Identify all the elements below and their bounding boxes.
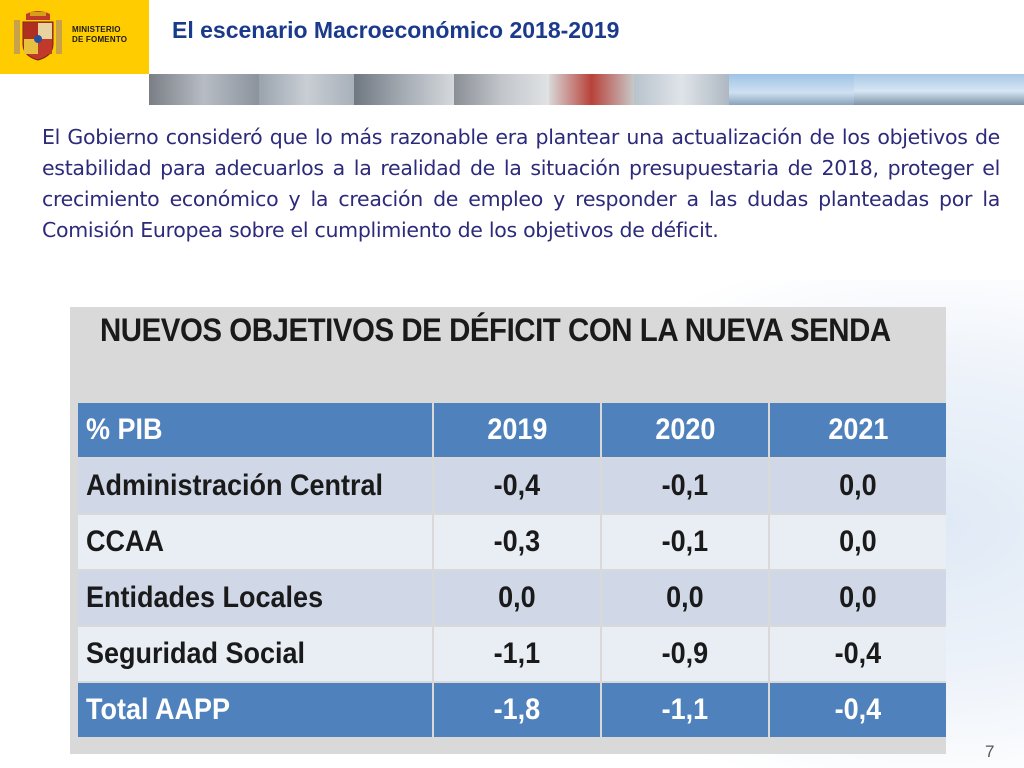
cell-value: 0,0 <box>770 515 946 569</box>
ministry-logo: MINISTERIO DE FOMENTO <box>0 0 149 74</box>
table-heading: NUEVOS OBJETIVOS DE DÉFICIT CON LA NUEVA… <box>100 312 891 348</box>
cell-value: 0,0 <box>770 571 946 625</box>
cell-value: 0,0 <box>602 571 768 625</box>
cell-value: 0,0 <box>770 459 946 513</box>
table-row: Entidades Locales 0,0 0,0 0,0 <box>78 571 946 625</box>
cell-value: 0,0 <box>434 571 600 625</box>
cell-value: -0,4 <box>770 627 946 681</box>
table-row: Seguridad Social -1,1 -0,9 -0,4 <box>78 627 946 681</box>
total-value: -1,8 <box>434 683 600 737</box>
deficit-table: % PIB 2019 2020 2021 Administración Cent… <box>76 401 948 739</box>
photo-banner <box>149 74 1024 105</box>
cell-value: -0,4 <box>434 459 600 513</box>
cell-value: -0,3 <box>434 515 600 569</box>
total-value: -1,1 <box>602 683 768 737</box>
coat-of-arms-icon <box>14 11 62 61</box>
cell-value: -1,1 <box>434 627 600 681</box>
row-label: CCAA <box>78 515 432 569</box>
table-total-row: Total AAPP -1,8 -1,1 -0,4 <box>78 683 946 737</box>
column-header-pib: % PIB <box>78 403 432 457</box>
row-label: Seguridad Social <box>78 627 432 681</box>
page-number: 7 <box>985 742 995 761</box>
intro-paragraph: El Gobierno consideró que lo más razonab… <box>42 125 1000 242</box>
column-header-2020: 2020 <box>602 403 768 457</box>
ministry-name: MINISTERIO DE FOMENTO <box>72 25 128 44</box>
title-bar <box>149 0 1024 74</box>
table-header-row: % PIB 2019 2020 2021 <box>78 403 946 457</box>
cell-value: -0,9 <box>602 627 768 681</box>
table-row: CCAA -0,3 -0,1 0,0 <box>78 515 946 569</box>
column-header-2021: 2021 <box>770 403 946 457</box>
cell-value: -0,1 <box>602 515 768 569</box>
row-label: Administración Central <box>78 459 432 513</box>
table-row: Administración Central -0,4 -0,1 0,0 <box>78 459 946 513</box>
cell-value: -0,1 <box>602 459 768 513</box>
total-value: -0,4 <box>770 683 946 737</box>
page-title: El escenario Macroeconómico 2018-2019 <box>172 17 620 43</box>
row-label: Entidades Locales <box>78 571 432 625</box>
column-header-2019: 2019 <box>434 403 600 457</box>
total-label: Total AAPP <box>78 683 432 737</box>
